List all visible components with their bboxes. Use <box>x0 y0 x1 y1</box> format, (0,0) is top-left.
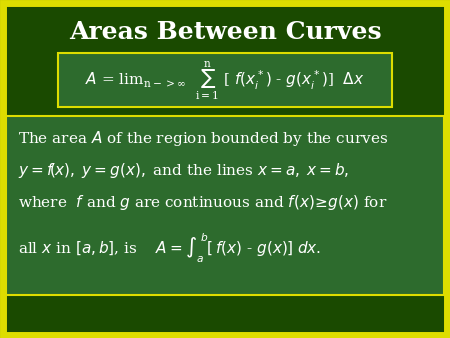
Text: $A$ = lim$_{\mathregular{n -> \infty}}$  $\sum_{\mathregular{i=1}}^{\mathregular: $A$ = lim$_{\mathregular{n -> \infty}}$ … <box>85 59 365 102</box>
FancyBboxPatch shape <box>58 53 392 107</box>
Text: where  $f$ and $g$ are continuous and $f(x) \!\geq\! g(x)$ for: where $f$ and $g$ are continuous and $f(… <box>18 193 387 212</box>
Text: all $x$ in $[a,b]$, is $\quad A = \int_a^{\,b} [\, f(x)$ - $g(x)]\; dx.$: all $x$ in $[a,b]$, is $\quad A = \int_a… <box>18 231 321 265</box>
FancyBboxPatch shape <box>6 116 444 295</box>
Text: The area $\mathit{A}$ of the region bounded by the curves: The area $\mathit{A}$ of the region boun… <box>18 128 388 147</box>
Text: Areas Between Curves: Areas Between Curves <box>69 20 381 44</box>
Text: $y = f\!(x),\; y = g(x),$ and the lines $x = a,\; x = b,$: $y = f\!(x),\; y = g(x),$ and the lines … <box>18 161 349 179</box>
